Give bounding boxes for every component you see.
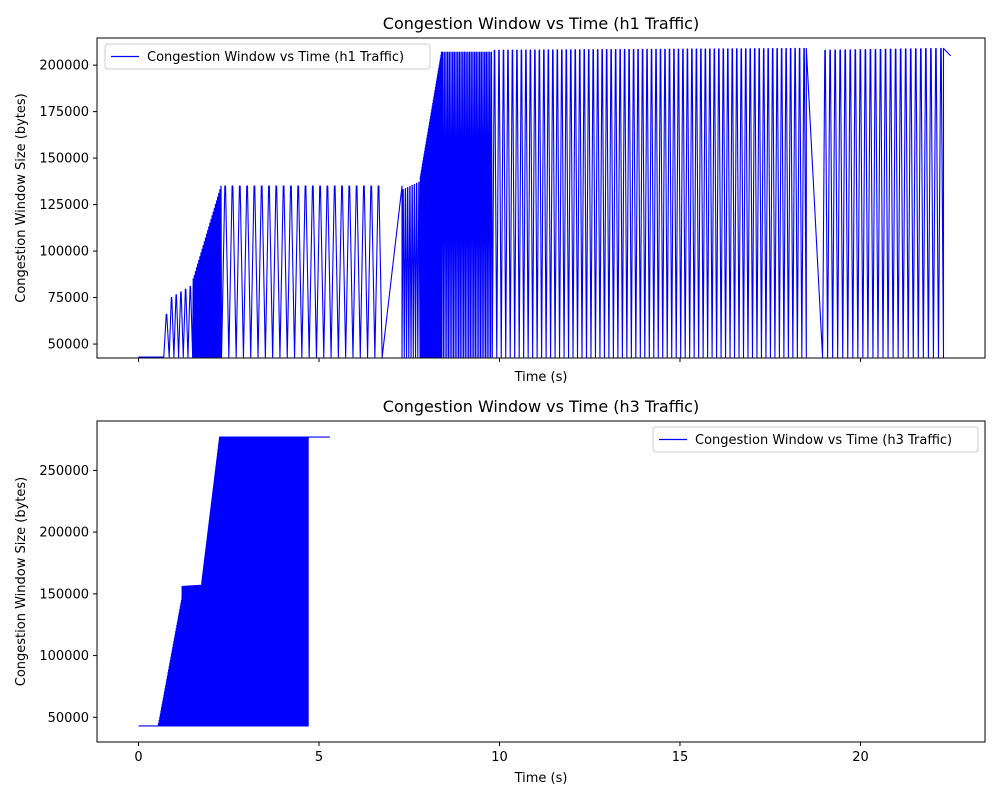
axes-frame <box>96 420 986 743</box>
chart-title: Congestion Window vs Time (h3 Traffic) <box>383 397 699 416</box>
y-tick-label: 100000 <box>39 649 89 664</box>
x-tick-label: 15 <box>672 750 689 765</box>
axes-frame <box>96 37 986 359</box>
y-tick-label: 200000 <box>39 526 89 541</box>
y-tick-label: 75000 <box>48 291 89 306</box>
y-tick-label: 175000 <box>39 105 89 120</box>
y-axis-label: Congestion Window Size (bytes) <box>14 93 29 303</box>
y-tick-label: 150000 <box>39 587 89 602</box>
y-tick-label: 50000 <box>48 711 89 726</box>
y-tick-label: 150000 <box>39 152 89 167</box>
y-tick-label: 125000 <box>39 198 89 213</box>
x-axis-label: Time (s) <box>514 771 568 786</box>
x-tick-label: 20 <box>852 750 869 765</box>
series-line <box>138 436 330 727</box>
legend-label: Congestion Window vs Time (h3 Traffic) <box>695 433 952 448</box>
chart-title: Congestion Window vs Time (h1 Traffic) <box>383 14 699 33</box>
x-tick-label: 0 <box>134 750 142 765</box>
y-tick-label: 100000 <box>39 245 89 260</box>
y-axis-label: Congestion Window Size (bytes) <box>14 477 29 687</box>
legend-box <box>652 426 979 453</box>
x-axis-label: Time (s) <box>514 370 568 385</box>
series-line <box>138 47 952 358</box>
h3-chart-panel: 0 5 10 15 20 50000 100000 150000 200000 250000 Con… <box>14 397 986 786</box>
x-tick-label: 10 <box>491 750 508 765</box>
legend-label: Congestion Window vs Time (h1 Traffic) <box>147 50 404 65</box>
h1-chart-panel: 50000 75000 100000 125000 150000 175000 200000… <box>14 14 986 385</box>
x-tick-label: 5 <box>315 750 323 765</box>
y-tick-label: 250000 <box>39 464 89 479</box>
y-tick-label: 200000 <box>39 59 89 74</box>
legend-box <box>104 43 431 70</box>
y-tick-label: 50000 <box>48 338 89 353</box>
